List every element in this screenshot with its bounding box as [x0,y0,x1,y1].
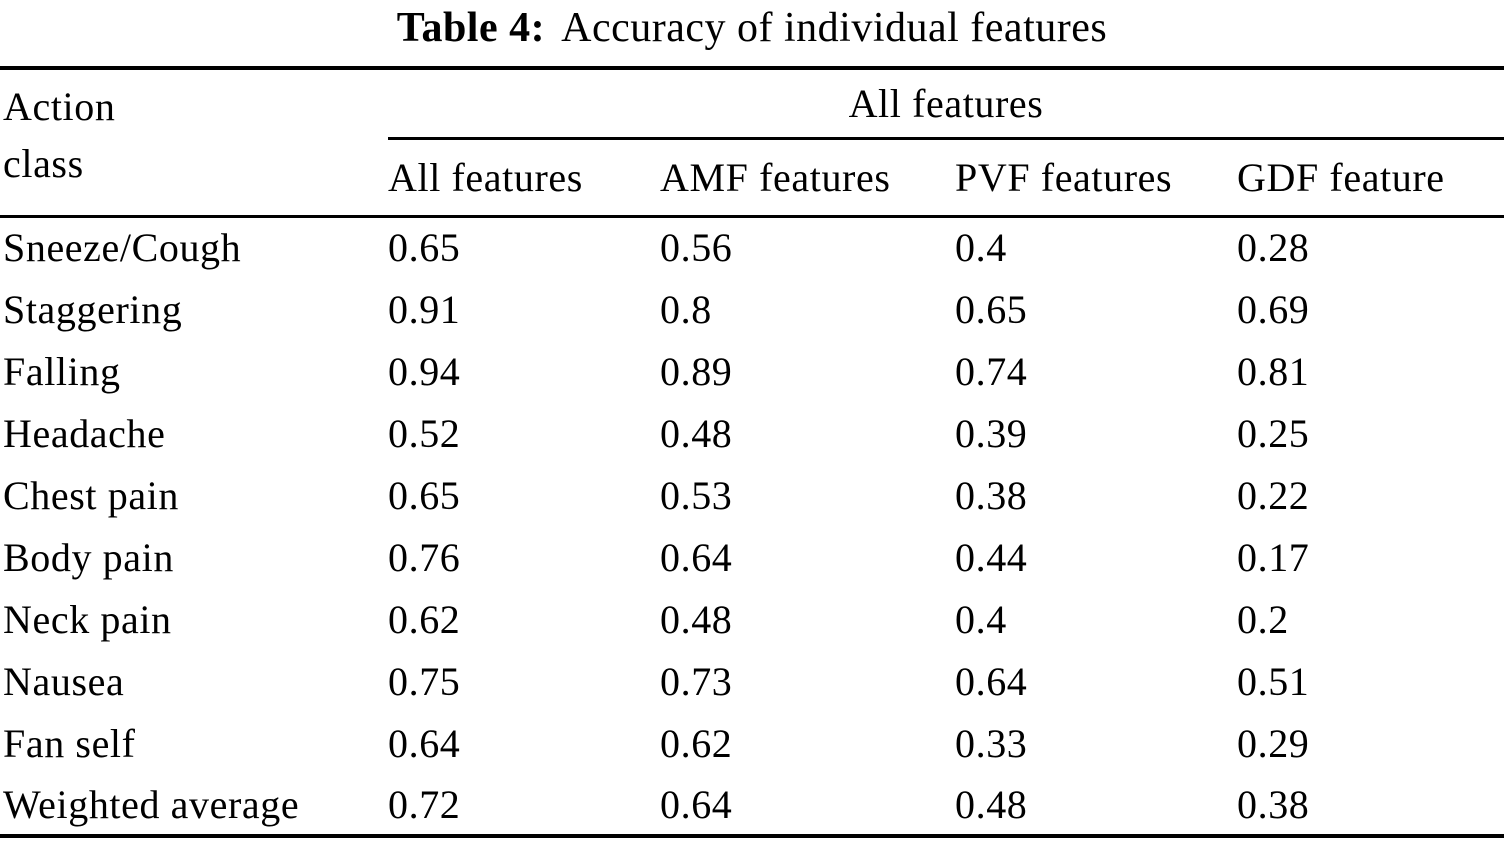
action-class-line1: Action [3,84,116,129]
cell-value: 0.4 [955,596,1007,642]
cell-value: 0.65 [388,225,461,271]
cell-value: 0.56 [660,225,733,271]
cell-value: 0.22 [1237,472,1310,518]
table-row: Weighted average 0.72 0.64 0.48 0.38 [0,774,1504,836]
cell-value: 0.52 [388,410,461,456]
cell-value: 0.65 [955,286,1028,332]
table-row: Fan self 0.64 0.62 0.33 0.29 [0,712,1504,774]
cell-value: 0.62 [660,720,733,766]
column-header-all-features: All features [388,138,660,218]
cell-value: 0.4 [955,225,1007,271]
cell-value: 0.64 [388,720,461,766]
cell-value: 0.64 [660,781,733,827]
cell-value: 0.74 [955,348,1028,394]
header-row-spanner: Action class All features [0,68,1504,218]
cell-value: 0.44 [955,534,1028,580]
cell-value: 0.69 [1237,286,1310,332]
row-label: Nausea [3,658,125,704]
row-label: Weighted average [3,781,300,827]
row-label: Sneeze/Cough [3,225,242,271]
cell-value: 0.64 [660,534,733,580]
row-label: Headache [3,410,166,456]
cell-value: 0.62 [388,596,461,642]
cell-value: 0.8 [660,286,712,332]
cell-value: 0.25 [1237,410,1310,456]
cell-value: 0.29 [1237,720,1310,766]
cell-value: 0.89 [660,348,733,394]
column-header-amf-features: AMF features [660,138,955,218]
cell-value: 0.75 [388,658,461,704]
cell-value: 0.53 [660,472,733,518]
cell-value: 0.39 [955,410,1028,456]
cell-value: 0.94 [388,348,461,394]
table-header: Action class All features All features A… [0,68,1504,218]
cell-value: 0.73 [660,658,733,704]
table-row: Nausea 0.75 0.73 0.64 0.51 [0,650,1504,712]
row-label: Neck pain [3,596,172,642]
cell-value: 0.48 [660,596,733,642]
row-label: Falling [3,348,121,394]
cell-value: 0.64 [955,658,1028,704]
cell-value: 0.65 [388,472,461,518]
cell-value: 0.81 [1237,348,1310,394]
table-caption-text: Accuracy of individual features [561,5,1108,51]
cell-value: 0.38 [1237,781,1310,827]
row-label: Chest pain [3,472,179,518]
row-label: Body pain [3,534,174,580]
span-header-all-features: All features [388,68,1504,140]
table-caption-label: Table 4: [396,5,546,51]
row-label: Staggering [3,286,183,332]
cell-value: 0.48 [955,781,1028,827]
table-row: Chest pain 0.65 0.53 0.38 0.22 [0,464,1504,526]
accuracy-table: Action class All features All features A… [0,66,1504,838]
table-row: Falling 0.94 0.89 0.74 0.81 [0,340,1504,402]
column-header-pvf-features: PVF features [955,138,1237,218]
table-row: Sneeze/Cough 0.65 0.56 0.4 0.28 [0,216,1504,278]
cell-value: 0.38 [955,472,1028,518]
cell-value: 0.17 [1237,534,1310,580]
cell-value: 0.33 [955,720,1028,766]
table-row: Headache 0.52 0.48 0.39 0.25 [0,402,1504,464]
table-row: Neck pain 0.62 0.48 0.4 0.2 [0,588,1504,650]
table-caption: Table 4: Accuracy of individual features [0,0,1504,66]
cell-value: 0.2 [1237,596,1289,642]
cell-value: 0.51 [1237,658,1310,704]
cell-value: 0.72 [388,781,461,827]
table-row: Body pain 0.76 0.64 0.44 0.17 [0,526,1504,588]
cell-value: 0.91 [388,286,461,332]
cell-value: 0.28 [1237,225,1310,271]
cell-value: 0.76 [388,534,461,580]
table-body: Sneeze/Cough 0.65 0.56 0.4 0.28 Staggeri… [0,216,1504,836]
action-class-line2: class [3,141,84,186]
column-header-gdf-feature: GDF feature [1237,138,1504,218]
header-row-columns: All features AMF features PVF features G… [0,138,1504,218]
table-row: Staggering 0.91 0.8 0.65 0.69 [0,278,1504,340]
action-class-header: Action class [0,68,388,218]
cell-value: 0.48 [660,410,733,456]
row-label: Fan self [3,720,136,766]
